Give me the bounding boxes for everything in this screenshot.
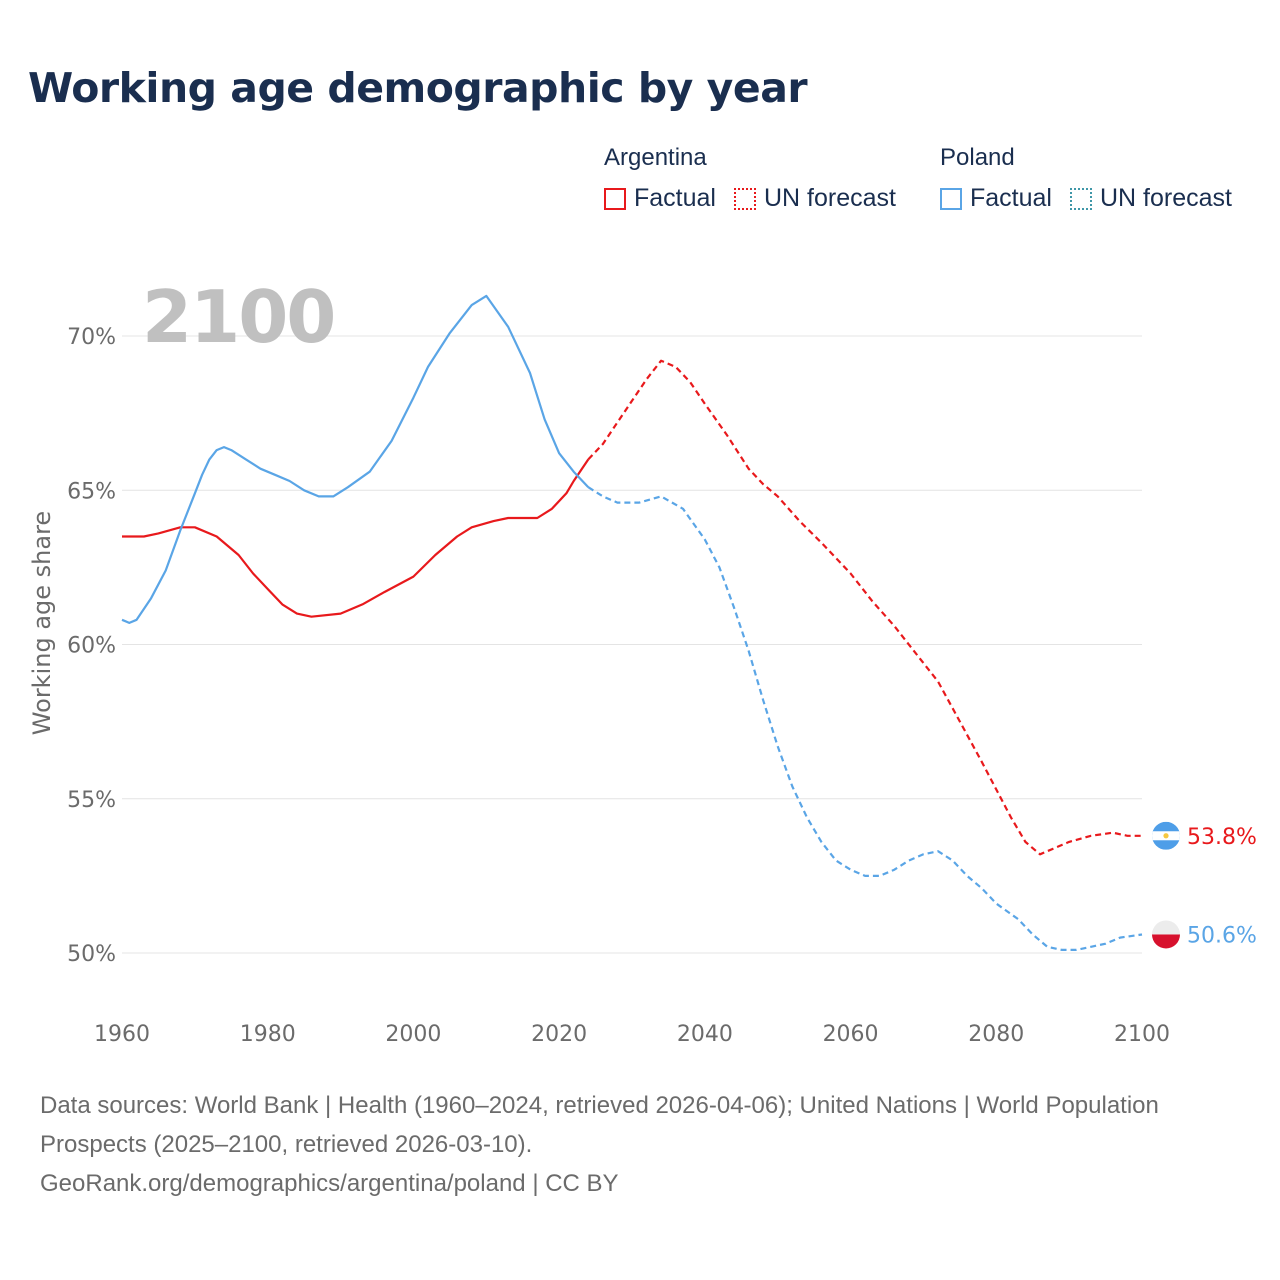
x-tick-label: 1980 <box>240 1022 296 1047</box>
y-tick-label: 55% <box>67 788 116 813</box>
argentina-end-label: 53.8% <box>1187 825 1257 850</box>
poland-flag-icon <box>1152 920 1180 949</box>
x-tick-label: 1960 <box>94 1022 150 1047</box>
y-tick-label: 60% <box>67 634 116 659</box>
legend-swatch-dotted-icon <box>733 187 756 210</box>
y-axis-label: Working age share <box>28 511 56 735</box>
legend-swatch-solid-icon <box>940 187 962 210</box>
legend-poland: Poland Factual UN forecast <box>940 144 1250 213</box>
x-tick-label: 2040 <box>677 1022 733 1047</box>
legend-poland-factual-label: Factual <box>970 184 1052 212</box>
line-chart: 2100 50% 55% 60% 65% 70% 1960 1980 2000 2020 204… <box>28 275 1257 1047</box>
legend-swatch-dotted-icon <box>1069 187 1092 210</box>
y-tick-label: 70% <box>67 325 116 350</box>
legend-argentina-forecast-label: UN forecast <box>763 184 896 212</box>
legend-poland-title: Poland <box>940 144 1015 171</box>
poland-factual-line[interactable] <box>121 294 590 625</box>
poland-forecast-line[interactable] <box>587 486 1143 952</box>
legend-swatch-solid-icon <box>604 187 626 210</box>
chart-title: Working age demographic by year <box>28 64 808 112</box>
argentina-forecast-line[interactable] <box>587 359 1142 856</box>
x-tick-label: 2060 <box>823 1022 879 1047</box>
legend-argentina: Argentina Factual UN forecast <box>604 144 914 213</box>
x-tick-label: 2000 <box>385 1022 441 1047</box>
footer: Data sources: World Bank | Health (1960–… <box>40 1086 1240 1203</box>
legend-argentina-factual-label: Factual <box>634 184 716 212</box>
series-lines <box>121 294 1143 952</box>
legend-poland-factual[interactable]: Factual <box>940 184 1052 213</box>
legend-poland-forecast-label: UN forecast <box>1099 184 1232 212</box>
legend-poland-forecast[interactable]: UN forecast <box>1069 184 1232 213</box>
gridlines <box>122 335 1142 954</box>
x-tick-label: 2020 <box>531 1022 587 1047</box>
x-axis-ticks: 1960 1980 2000 2020 2040 2060 2080 2100 <box>94 1022 1170 1047</box>
poland-end-label: 50.6% <box>1187 923 1257 948</box>
x-tick-label: 2080 <box>968 1022 1024 1047</box>
argentina-flag-icon <box>1152 821 1180 850</box>
footer-attribution[interactable]: GeoRank.org/demographics/argentina/polan… <box>40 1170 619 1197</box>
y-tick-label: 50% <box>67 942 116 967</box>
legend-argentina-factual[interactable]: Factual <box>604 184 716 213</box>
end-markers: 53.8% 50.6% <box>1152 821 1257 949</box>
legend-argentina-title: Argentina <box>604 144 707 171</box>
x-tick-label: 2100 <box>1114 1022 1170 1047</box>
y-tick-label: 65% <box>67 479 116 504</box>
argentina-factual-line[interactable] <box>122 458 590 618</box>
y-axis-ticks: 50% 55% 60% 65% 70% <box>67 325 116 967</box>
year-watermark: 2100 <box>142 275 334 359</box>
footer-sources: Data sources: World Bank | Health (1960–… <box>40 1092 1159 1158</box>
legend-argentina-forecast[interactable]: UN forecast <box>733 184 896 213</box>
